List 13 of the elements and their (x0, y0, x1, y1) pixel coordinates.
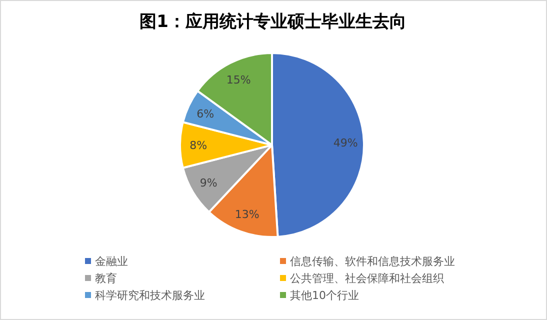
data-label: 13% (234, 208, 260, 222)
data-label: 6% (196, 108, 214, 121)
legend-label: 其他10个行业 (290, 289, 359, 302)
data-label: 8% (190, 139, 208, 152)
data-label: 49% (333, 136, 358, 150)
data-label: 15% (226, 73, 251, 86)
legend-label: 信息传输、软件和信息技术服务业 (290, 255, 455, 268)
chart-title: 图1：应用统计专业硕士毕业生去向 (140, 12, 406, 32)
legend-label: 教育 (95, 272, 117, 285)
legend-label: 科学研究和技术服务业 (95, 289, 205, 302)
data-label: 9% (200, 176, 218, 190)
legend-label: 公共管理、社会保障和社会组织 (290, 272, 444, 285)
legend-label: 金融业 (95, 255, 128, 268)
